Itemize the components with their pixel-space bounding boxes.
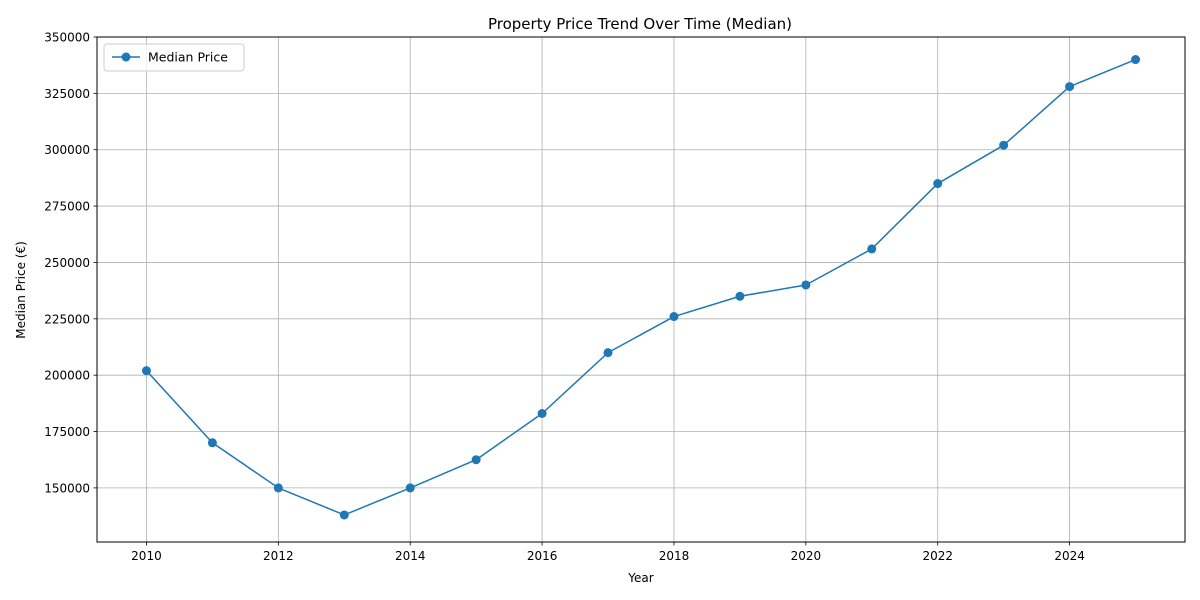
x-tick-label: 2020 (791, 549, 822, 563)
legend-box (103, 43, 245, 72)
y-tick-label: 275000 (44, 200, 90, 214)
data-point (405, 483, 415, 493)
y-tick-label: 300000 (44, 143, 90, 157)
data-point (273, 483, 283, 493)
legend-marker (121, 52, 131, 62)
x-tick-label: 2024 (1054, 549, 1085, 563)
data-point (999, 140, 1009, 150)
y-tick-label: 150000 (44, 481, 90, 495)
series-layer (141, 55, 1141, 520)
y-tick-label: 250000 (44, 256, 90, 270)
legend: Median Price (103, 43, 245, 72)
x-tick-label: 2016 (527, 549, 558, 563)
data-point (1131, 55, 1141, 65)
x-axis-label: Year (627, 571, 653, 585)
x-tick-label: 2014 (395, 549, 426, 563)
x-tick-label: 2012 (263, 549, 294, 563)
y-tick-label: 225000 (44, 312, 90, 326)
y-tick-label: 200000 (44, 369, 90, 383)
data-point (735, 291, 745, 301)
x-tick-label: 2018 (659, 549, 690, 563)
data-point (867, 244, 877, 254)
data-point (1065, 82, 1075, 92)
grid-lines (97, 36, 1185, 542)
series-line (145, 58, 1136, 516)
data-point (801, 280, 811, 290)
y-tick-label: 175000 (44, 425, 90, 439)
legend-label: Median Price (148, 50, 228, 65)
x-tick-label: 2010 (131, 549, 162, 563)
y-axis-label: Median Price (€) (14, 241, 28, 339)
data-point (669, 312, 679, 322)
data-point (207, 438, 217, 448)
data-point (537, 408, 547, 418)
data-point (141, 366, 151, 376)
chart-title: Property Price Trend Over Time (Median) (488, 15, 792, 33)
x-axis-ticks: 2010 2012 2014 2016 2018 2020 2022 2024 (131, 542, 1085, 563)
y-tick-label: 350000 (44, 31, 90, 45)
y-axis-ticks: 150000 175000 200000 225000 250000 275000 3000… (44, 31, 97, 495)
data-point (471, 455, 481, 465)
plot-frame (96, 36, 1186, 543)
data-point (603, 348, 613, 358)
data-point (339, 510, 349, 520)
y-tick-label: 325000 (44, 87, 90, 101)
x-tick-label: 2022 (922, 549, 953, 563)
data-point (933, 179, 943, 189)
